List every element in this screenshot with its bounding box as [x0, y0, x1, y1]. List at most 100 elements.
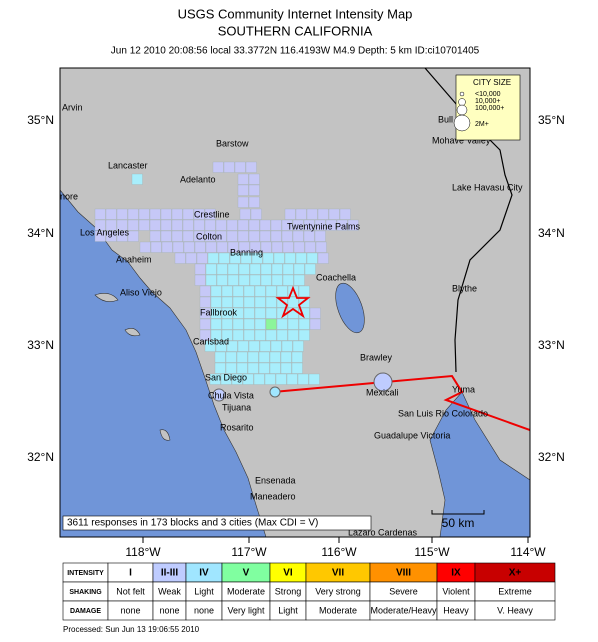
intensity-cell	[291, 362, 303, 374]
intensity-cell	[292, 219, 304, 231]
intensity-cell	[271, 274, 283, 286]
intensity-cell	[317, 252, 329, 264]
intensity-cell	[161, 241, 173, 253]
intensity-cell	[226, 230, 238, 242]
intensity-cell	[298, 329, 310, 341]
intensity-cell	[295, 252, 307, 264]
intensity-cell	[210, 285, 222, 297]
intensity-cell	[303, 219, 315, 231]
intensity-cell	[265, 318, 277, 330]
intensity-cell	[227, 263, 239, 275]
city-label: Lake Havasu City	[452, 182, 523, 192]
city-marker	[212, 388, 226, 402]
intensity-cell	[243, 329, 255, 341]
intensity-cell	[258, 362, 270, 374]
intensity-cell	[232, 285, 244, 297]
city-label: San Luis Rio Colorado	[398, 408, 488, 418]
intensity-cell	[243, 285, 255, 297]
city-label: Chula Vista	[208, 390, 254, 400]
legend-intensity: VIII	[396, 568, 411, 579]
legend-shaking: Violent	[442, 586, 470, 596]
intensity-cell	[221, 307, 233, 319]
legend-shaking: Very strong	[315, 586, 361, 596]
intensity-cell	[258, 351, 270, 363]
lat-label: 35°N	[27, 113, 54, 127]
legend-damage: Light	[278, 605, 298, 615]
intensity-cell	[240, 252, 252, 264]
intensity-cell	[105, 219, 117, 231]
intensity-cell	[193, 230, 205, 242]
lat-label: 34°N	[27, 226, 54, 240]
intensity-cell	[254, 296, 266, 308]
intensity-cell	[287, 296, 299, 308]
intensity-cell	[94, 219, 106, 231]
intensity-cell	[182, 208, 194, 220]
city-label: Banning	[230, 247, 263, 257]
intensity-cell	[298, 318, 310, 330]
intensity-cell	[182, 219, 194, 231]
intensity-cell	[254, 307, 266, 319]
city-label: Rosarito	[220, 422, 254, 432]
intensity-cell	[249, 241, 261, 253]
intensity-cell	[116, 208, 128, 220]
intensity-cell	[138, 219, 150, 231]
city-label: Mohave Valley	[432, 135, 491, 145]
intensity-cell	[204, 340, 216, 352]
intensity-cell	[249, 263, 261, 275]
intensity-cell	[265, 296, 277, 308]
intensity-cell	[243, 307, 255, 319]
intensity-cell	[243, 318, 255, 330]
intensity-cell	[298, 296, 310, 308]
subtitle: SOUTHERN CALIFORNIA	[218, 23, 373, 38]
intensity-cell	[194, 274, 206, 286]
intensity-cell	[238, 263, 250, 275]
intensity-cell	[210, 318, 222, 330]
intensity-cell	[336, 219, 348, 231]
intensity-cell	[242, 373, 254, 385]
city-label: Anaheim	[116, 254, 152, 264]
intensity-cell	[238, 274, 250, 286]
intensity-cell	[282, 241, 294, 253]
intensity-cell	[265, 307, 277, 319]
intensity-cell	[127, 230, 139, 242]
intensity-cell	[314, 219, 326, 231]
intensity-cell	[116, 230, 128, 242]
intensity-cell	[171, 208, 183, 220]
intensity-cell	[199, 318, 211, 330]
intensity-cell	[306, 252, 318, 264]
scale-label: 50 km	[442, 516, 475, 530]
city-marker	[269, 386, 281, 398]
intensity-cell	[127, 219, 139, 231]
intensity-cell	[116, 219, 128, 231]
intensity-cell	[232, 307, 244, 319]
city-label: Ensenada	[255, 475, 296, 485]
intensity-cell	[250, 208, 262, 220]
intensity-cell	[226, 219, 238, 231]
intensity-cell	[260, 241, 272, 253]
intensity-cell	[291, 351, 303, 363]
intensity-cell	[271, 241, 283, 253]
lon-label: 114°W	[510, 545, 546, 559]
intensity-cell	[286, 373, 298, 385]
intensity-cell	[239, 208, 251, 220]
lat-label: 32°N	[538, 450, 565, 464]
legend-intensity: IX	[451, 568, 461, 579]
intensity-cell	[210, 296, 222, 308]
intensity-cell	[232, 318, 244, 330]
intensity-cell	[204, 219, 216, 231]
lat-label: 35°N	[538, 113, 565, 127]
intensity-cell	[293, 241, 305, 253]
intensity-cell	[223, 161, 235, 173]
intensity-cell	[259, 230, 271, 242]
intensity-cell	[287, 329, 299, 341]
intensity-cell	[249, 274, 261, 286]
intensity-cell	[260, 274, 272, 286]
legend-shaking: Weak	[158, 586, 181, 596]
intensity-cell	[347, 219, 359, 231]
intensity-cell	[260, 263, 272, 275]
legend-damage: none	[120, 605, 140, 615]
intensity-cell	[254, 285, 266, 297]
intensity-cell	[205, 241, 217, 253]
intensity-cell	[234, 161, 246, 173]
